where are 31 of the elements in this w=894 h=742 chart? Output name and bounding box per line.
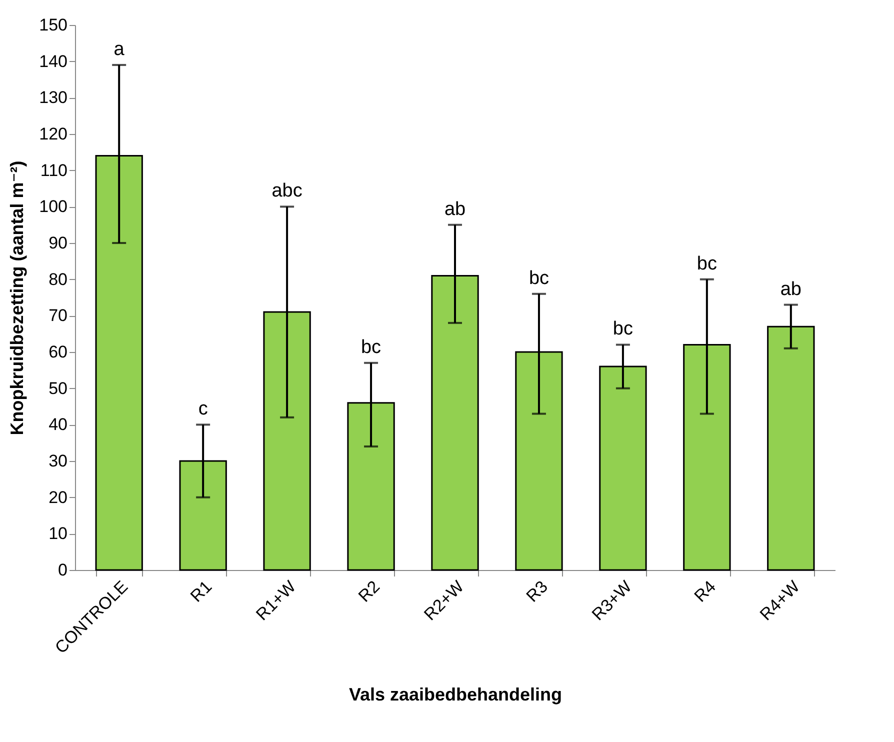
annotation: a [114, 38, 125, 60]
y-tick-label: 130 [39, 88, 68, 108]
y-tick-label: 80 [48, 270, 68, 289]
x-axis-title: Vals zaaibedbehandeling [348, 684, 562, 705]
x-tick-label: R4 [690, 577, 720, 606]
annotation: c [198, 398, 208, 420]
y-tick-label: 20 [48, 488, 68, 507]
annotation: abc [272, 180, 302, 202]
y-tick-label: 90 [48, 234, 68, 252]
y-tick-label: 0 [58, 560, 68, 580]
y-axis-title: Knopkruidbezetting (aantal m⁻²) [7, 160, 28, 436]
y-tick-label: 150 [39, 16, 68, 34]
y-tick-label: 140 [39, 52, 68, 71]
y-tick-label: 40 [48, 415, 68, 434]
annotation: bc [360, 336, 382, 358]
y-tick-label: 70 [48, 306, 68, 326]
annotation: bc [696, 253, 717, 274]
annotation: bc [528, 268, 550, 289]
y-tick-label: 50 [48, 378, 68, 398]
annotation: bc [612, 318, 633, 340]
x-tick-label: R1 [186, 577, 216, 606]
y-tick-label: 10 [48, 524, 68, 544]
x-tick-label: R3 [522, 577, 552, 606]
y-tick-label: 100 [39, 197, 68, 216]
annotation: ab [780, 278, 802, 300]
x-tick-label: R2 [354, 577, 384, 606]
y-tick-label: 60 [48, 342, 68, 362]
y-tick-label: 120 [39, 124, 68, 144]
y-tick-label: 110 [40, 160, 68, 180]
y-tick-label: 30 [48, 452, 68, 470]
annotation: ab [444, 198, 466, 220]
